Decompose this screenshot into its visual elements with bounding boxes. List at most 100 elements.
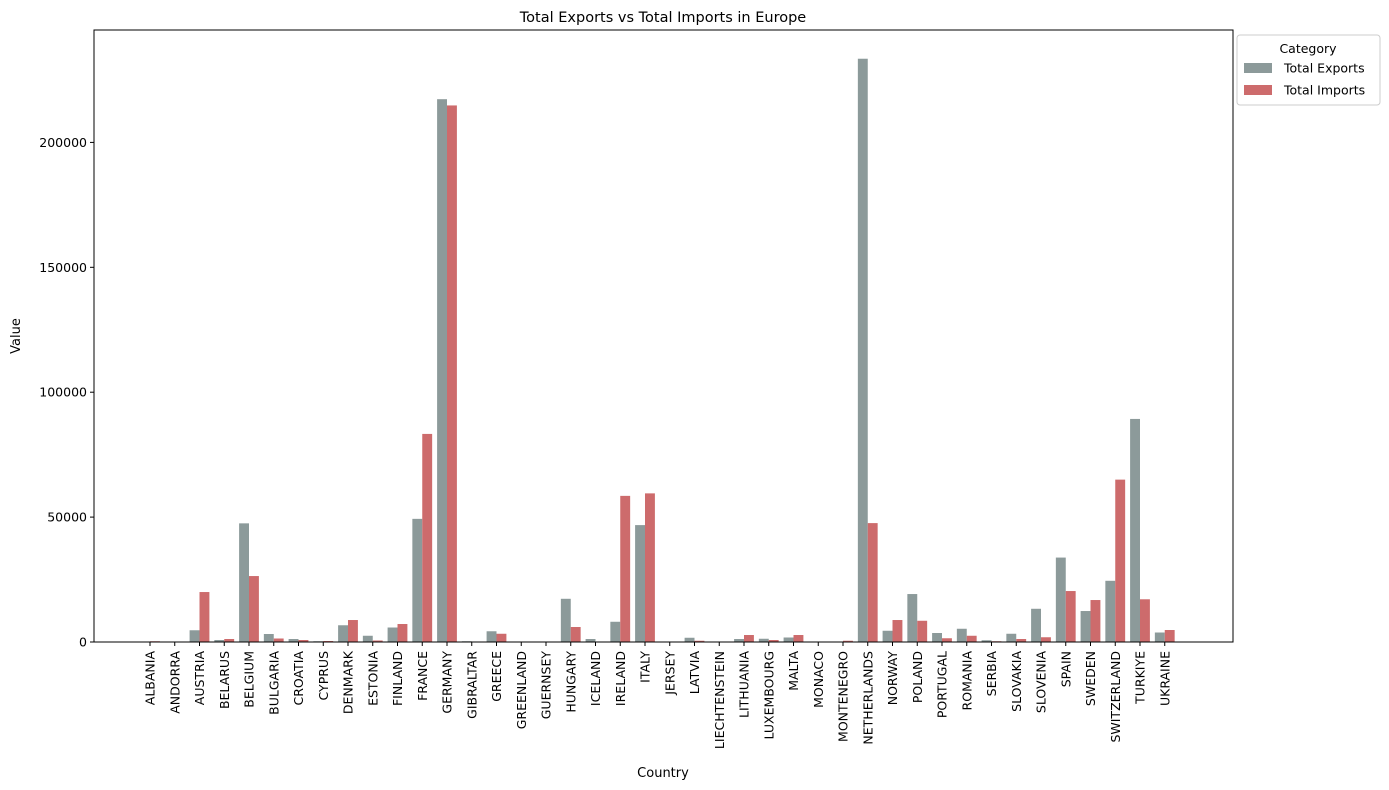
legend-swatch-imports xyxy=(1244,85,1272,95)
bar-exports-lithuania xyxy=(734,639,744,642)
y-axis-label: Value xyxy=(9,318,24,354)
x-tick-label: SLOVAKIA xyxy=(1009,651,1024,712)
legend: Category Total Exports Total Imports xyxy=(1236,34,1381,106)
bar-exports-iceland xyxy=(585,639,596,642)
x-axis: ALBANIA ANDORRA AUSTRIA BELARUS BELGIUM BULGA… xyxy=(143,642,1172,749)
bar-imports-montenegro xyxy=(843,640,853,642)
x-tick-label: CYPRUS xyxy=(316,651,331,701)
bar-imports-greece xyxy=(496,633,507,642)
bar-imports-turkiye xyxy=(1140,599,1150,642)
bar-imports-estonia xyxy=(372,640,383,642)
bar-exports-latvia xyxy=(684,637,695,642)
x-tick-label: BULGARIA xyxy=(266,651,281,715)
bar-exports-germany xyxy=(437,99,447,642)
bar-imports-germany xyxy=(447,105,457,642)
x-tick-label: ITALY xyxy=(638,651,653,683)
x-tick-label: POLAND xyxy=(910,651,925,703)
x-tick-label: IRELAND xyxy=(613,651,628,706)
bar-exports-france xyxy=(412,518,423,642)
bar-exports-estonia xyxy=(362,635,373,642)
bar-exports-malta xyxy=(783,637,794,642)
bar-imports-norway xyxy=(892,620,903,642)
legend-label-exports: Total Exports xyxy=(1283,61,1365,76)
bar-imports-netherlands xyxy=(867,523,878,642)
x-tick-label: SERBIA xyxy=(984,651,999,697)
x-tick-label: SWITZERLAND xyxy=(1108,651,1123,743)
x-tick-label: SPAIN xyxy=(1058,651,1073,687)
bar-exports-spain xyxy=(1055,557,1066,642)
bar-exports-denmark xyxy=(338,625,348,642)
x-tick-label: GREECE xyxy=(489,651,504,702)
x-tick-label: LITHUANIA xyxy=(737,651,752,718)
bar-imports-belarus xyxy=(224,639,235,642)
bar-exports-austria xyxy=(189,630,200,642)
bar-imports-slovenia xyxy=(1041,637,1051,642)
x-tick-label: ICELAND xyxy=(588,651,603,706)
bar-imports-italy xyxy=(645,493,655,642)
bar-exports-portugal xyxy=(932,633,942,642)
bar-imports-bulgaria xyxy=(273,638,284,642)
x-tick-label: PORTUGAL xyxy=(935,651,950,718)
bar-exports-ireland xyxy=(610,621,621,642)
bar-exports-croatia xyxy=(288,639,299,642)
bar-imports-switzerland xyxy=(1115,479,1126,642)
bar-exports-greece xyxy=(486,631,497,642)
bar-exports-turkiye xyxy=(1130,418,1140,642)
bar-imports-romania xyxy=(966,635,977,642)
legend-box xyxy=(1236,34,1381,106)
x-tick-label: GUERNSEY xyxy=(539,651,554,720)
x-tick-label: MONTENEGRO xyxy=(836,651,851,742)
x-tick-label: MALTA xyxy=(786,651,801,691)
bar-exports-belgium xyxy=(239,523,249,642)
bar-exports-serbia xyxy=(981,640,992,642)
x-tick-label: LIECHTENSTEIN xyxy=(712,651,727,749)
x-tick-label: ROMANIA xyxy=(959,651,974,711)
y-tick-label: 50000 xyxy=(47,510,87,525)
bar-imports-luxembourg xyxy=(768,640,779,642)
bar-imports-ireland xyxy=(620,495,631,642)
x-tick-label: BELARUS xyxy=(217,651,232,709)
bar-imports-croatia xyxy=(298,640,309,642)
bar-imports-denmark xyxy=(348,620,358,642)
x-tick-label: GERMANY xyxy=(440,651,455,714)
chart-title: Total Exports vs Total Imports in Europe xyxy=(519,10,807,26)
bar-imports-belgium xyxy=(249,576,259,642)
bar-exports-hungary xyxy=(560,598,571,642)
bar-imports-latvia xyxy=(694,640,705,642)
y-tick-label: 0 xyxy=(79,635,87,650)
bar-exports-luxembourg xyxy=(758,638,769,642)
bar-exports-finland xyxy=(387,627,398,642)
y-tick-label: 100000 xyxy=(39,385,87,400)
x-tick-label: FRANCE xyxy=(415,651,430,701)
x-tick-label: BELGIUM xyxy=(242,651,257,708)
bar-exports-norway xyxy=(882,630,893,642)
bars-layer xyxy=(140,58,1175,643)
bar-exports-belarus xyxy=(214,640,225,642)
x-tick-label: ALBANIA xyxy=(143,651,158,706)
bar-imports-lithuania xyxy=(744,635,754,642)
bar-exports-poland xyxy=(907,594,918,642)
bar-imports-slovakia xyxy=(1016,639,1027,642)
bar-exports-sweden xyxy=(1080,611,1091,642)
x-tick-label: JERSEY xyxy=(662,651,677,696)
bar-exports-slovakia xyxy=(1006,633,1017,642)
x-tick-label: SWEDEN xyxy=(1083,651,1098,706)
x-tick-label: MONACO xyxy=(811,651,826,708)
x-tick-label: CROATIA xyxy=(291,651,306,706)
x-tick-label: GIBRALTAR xyxy=(464,651,479,719)
x-tick-label: NETHERLANDS xyxy=(860,651,875,745)
legend-label-imports: Total Imports xyxy=(1283,83,1365,98)
y-axis: 0 50000 100000 150000 200000 xyxy=(39,135,94,650)
x-tick-label: AUSTRIA xyxy=(192,651,207,706)
bar-exports-ukraine xyxy=(1154,632,1165,642)
x-tick-label: GREENLAND xyxy=(514,651,529,729)
bar-imports-france xyxy=(422,433,433,642)
x-tick-label: FINLAND xyxy=(390,651,405,706)
bar-imports-spain xyxy=(1065,591,1076,642)
x-tick-label: HUNGARY xyxy=(563,651,578,713)
bar-imports-sweden xyxy=(1090,600,1101,642)
bar-imports-hungary xyxy=(570,627,581,642)
bar-imports-finland xyxy=(397,624,408,642)
x-tick-label: LATVIA xyxy=(687,651,702,695)
